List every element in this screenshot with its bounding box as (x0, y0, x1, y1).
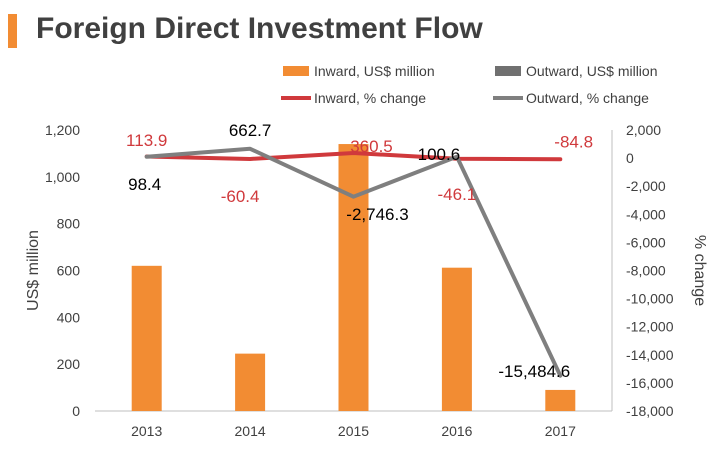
right-tick-label: -12,000 (626, 319, 674, 335)
x-tick-label: 2013 (131, 423, 162, 439)
left-tick-label: 400 (57, 309, 81, 325)
x-tick-label: 2014 (235, 423, 266, 439)
legend-label: Inward, % change (314, 90, 426, 106)
right-tick-label: -16,000 (626, 375, 674, 391)
right-tick-label: -6,000 (626, 234, 666, 250)
left-tick-label: 1,200 (45, 122, 80, 138)
inward-bar (338, 144, 369, 412)
left-tick-label: 600 (57, 263, 81, 279)
left-tick-label: 1,000 (45, 169, 80, 185)
outward-pct-label: 98.4 (128, 175, 161, 194)
inward-pct-label: -46.1 (438, 185, 477, 204)
inward-pct-label: -84.8 (554, 132, 593, 151)
legend-label: Outward, US$ million (526, 63, 658, 79)
inward-bar (235, 353, 266, 411)
outward-pct-line (144, 146, 563, 378)
legend-label: Outward, % change (526, 90, 649, 106)
inward-pct-line (144, 151, 563, 162)
legend-label: Inward, US$ million (314, 63, 435, 79)
x-tick-label: 2015 (338, 423, 369, 439)
right-tick-label: -10,000 (626, 291, 674, 307)
outward-pct-label: 662.7 (229, 121, 272, 140)
right-tick-label: -18,000 (626, 403, 674, 419)
inward-bar (131, 265, 162, 411)
left-tick-label: 200 (57, 356, 81, 372)
right-axis-title: % change (691, 235, 708, 306)
outward-pct-label: -2,746.3 (346, 205, 408, 224)
right-tick-label: -14,000 (626, 347, 674, 363)
x-tick-label: 2017 (545, 423, 576, 439)
inward-pct-label: 113.9 (126, 131, 167, 150)
inward-pct-label: -60.4 (221, 187, 260, 206)
left-axis-title: US$ million (25, 230, 42, 311)
left-tick-label: 0 (72, 403, 80, 419)
right-tick-label: -4,000 (626, 206, 666, 222)
inward-bar (441, 267, 472, 411)
inward-bar (545, 389, 576, 411)
x-tick-label: 2016 (441, 423, 472, 439)
outward-pct-label: -15,484.6 (498, 362, 570, 381)
legend-swatch (495, 66, 521, 76)
right-tick-label: 0 (626, 150, 634, 166)
title-accent-bar (8, 14, 17, 48)
right-tick-label: 2,000 (626, 122, 661, 138)
legend-swatch (283, 66, 309, 76)
left-tick-label: 800 (57, 216, 81, 232)
right-tick-label: -8,000 (626, 263, 666, 279)
outward-pct-label: 100.6 (418, 145, 461, 164)
chart-title: Foreign Direct Investment Flow (36, 12, 483, 45)
right-tick-label: -2,000 (626, 178, 666, 194)
inward-pct-label: 360.5 (350, 137, 393, 156)
